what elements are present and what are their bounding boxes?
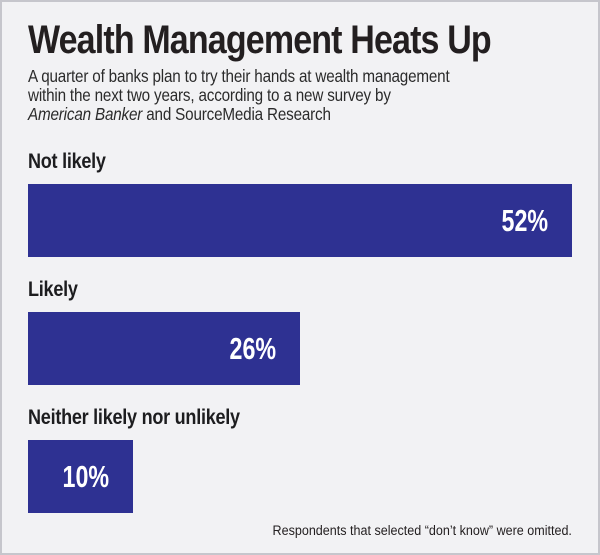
bar: 26% <box>28 312 300 385</box>
bar: 10% <box>28 440 133 513</box>
bar-row: Neither likely nor unlikely 10% <box>28 407 572 513</box>
bar-category-label: Neither likely nor unlikely <box>28 406 240 429</box>
bar-chart: Not likely 52% Likely 26% Neither likely nor… <box>28 151 572 513</box>
bar-value-label: 10% <box>62 458 109 494</box>
bar-row: Likely 26% <box>28 279 572 385</box>
subtitle: A quarter of banks plan to try their han… <box>28 67 501 124</box>
footer: Respondents that selected “don’t know” w… <box>2 522 598 540</box>
bar: 52% <box>28 184 572 257</box>
subtitle-line-2: within the next two years, according to … <box>28 85 391 105</box>
content-area: Wealth Management Heats Up A quarter of … <box>2 2 598 513</box>
bar-value-label: 26% <box>229 330 276 366</box>
subtitle-line-1: A quarter of banks plan to try their han… <box>28 66 450 86</box>
subtitle-line-3-rest: and SourceMedia Research <box>142 104 331 124</box>
subtitle-line-3: American Banker and SourceMedia Research <box>28 105 501 124</box>
subtitle-publication-name: American Banker <box>28 104 143 124</box>
bar-category-label: Not likely <box>28 150 106 173</box>
page-title: Wealth Management Heats Up <box>28 18 492 62</box>
bar-value-label: 52% <box>501 202 548 238</box>
footnote-text: Respondents that selected “don’t know” w… <box>272 523 572 538</box>
bar-row: Not likely 52% <box>28 151 572 257</box>
bar-category-label: Likely <box>28 278 78 301</box>
